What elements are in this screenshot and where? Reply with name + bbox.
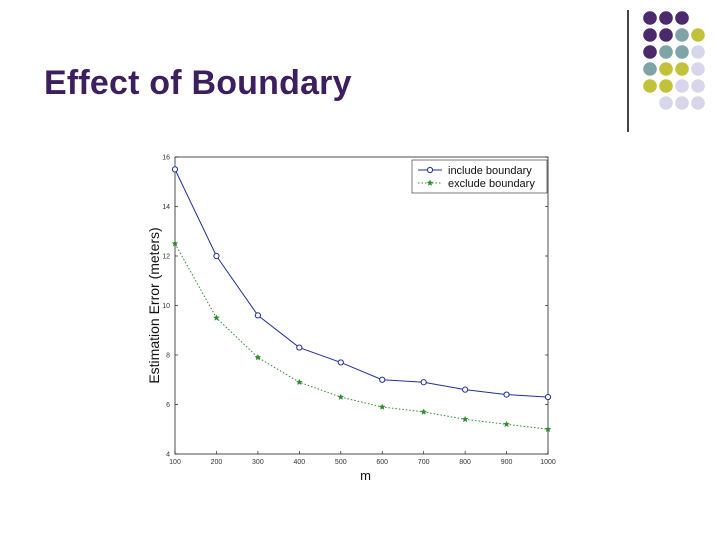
decorative-dot xyxy=(675,28,689,42)
legend-marker xyxy=(426,166,434,174)
y-tick-label: 10 xyxy=(162,303,170,310)
x-tick-label: 700 xyxy=(418,459,430,466)
legend-label: include boundary xyxy=(448,165,532,177)
data-point xyxy=(254,353,262,361)
decorative-dot xyxy=(643,79,657,93)
data-point xyxy=(295,378,303,386)
data-point xyxy=(378,403,386,410)
x-tick-label: 100 xyxy=(169,459,181,466)
data-point xyxy=(461,415,469,423)
decorative-dot xyxy=(691,62,705,76)
decorative-dot xyxy=(691,45,705,59)
data-point xyxy=(503,391,510,398)
decorative-dot xyxy=(659,45,673,59)
decorative-dot xyxy=(691,28,705,42)
data-point xyxy=(337,359,344,366)
data-point xyxy=(213,252,220,260)
y-tick-label: 4 xyxy=(166,452,170,459)
decorative-dot xyxy=(659,62,673,76)
decorative-dot xyxy=(675,96,689,110)
x-axis-label: m xyxy=(360,468,371,483)
series-include-boundary xyxy=(171,166,552,401)
decorative-dot xyxy=(659,28,673,42)
series-line xyxy=(174,243,549,430)
data-point xyxy=(296,344,303,351)
y-tick-label: 12 xyxy=(162,254,170,261)
decorative-dot-grid xyxy=(643,11,705,110)
data-point xyxy=(420,408,428,415)
data-point xyxy=(171,240,179,247)
decorative-dot xyxy=(675,11,689,25)
data-point xyxy=(379,376,386,383)
x-tick-label: 600 xyxy=(376,459,388,466)
y-axis-label: Estimation Error (meters) xyxy=(146,227,162,383)
y-tick-label: 6 xyxy=(166,402,170,409)
legend-box xyxy=(411,159,548,194)
decorative-dot xyxy=(691,79,705,93)
x-tick-label: 800 xyxy=(459,459,471,466)
plot-area xyxy=(174,156,549,455)
x-axis: 100 200 300 400 500 600 700 800 900 1000 xyxy=(169,451,556,466)
decorative-dot xyxy=(675,45,689,59)
decorative-dot xyxy=(643,62,657,76)
decorative-dot xyxy=(643,11,657,25)
decorative-dot xyxy=(675,62,689,76)
series-line xyxy=(174,169,549,398)
data-point xyxy=(254,312,261,319)
series-exclude-boundary xyxy=(171,240,552,433)
x-tick-label: 500 xyxy=(335,459,347,466)
data-point xyxy=(420,379,427,386)
decorative-dot xyxy=(659,79,673,93)
decorative-divider xyxy=(627,10,629,132)
data-point xyxy=(213,314,220,321)
decorative-dot xyxy=(643,45,657,59)
data-point xyxy=(544,425,552,433)
data-point xyxy=(337,393,345,400)
decorative-dot xyxy=(659,96,673,110)
x-tick-label: 300 xyxy=(252,459,264,466)
plot-frame xyxy=(174,156,549,455)
x-tick-label: 900 xyxy=(501,459,513,466)
legend-label: exclude boundary xyxy=(448,178,535,190)
legend-marker xyxy=(426,179,434,186)
x-tick-label: 1000 xyxy=(540,459,556,466)
decorative-dot xyxy=(643,28,657,42)
y-tick-label: 8 xyxy=(166,353,170,360)
y-tick-label: 16 xyxy=(162,155,170,162)
x-tick-label: 400 xyxy=(293,459,305,466)
series-layer xyxy=(171,166,552,433)
decorative-dot xyxy=(691,96,705,110)
decorative-dot xyxy=(659,11,673,25)
data-point xyxy=(544,393,552,401)
x-tick-label: 200 xyxy=(211,459,223,466)
y-tick-label: 14 xyxy=(162,204,170,211)
data-point xyxy=(462,386,469,393)
data-point xyxy=(503,420,510,428)
data-point xyxy=(171,166,179,173)
y-axis: 4 6 8 10 12 14 16 xyxy=(162,155,548,459)
decorative-dot xyxy=(675,79,689,93)
slide-title: Effect of Boundary xyxy=(44,64,352,102)
